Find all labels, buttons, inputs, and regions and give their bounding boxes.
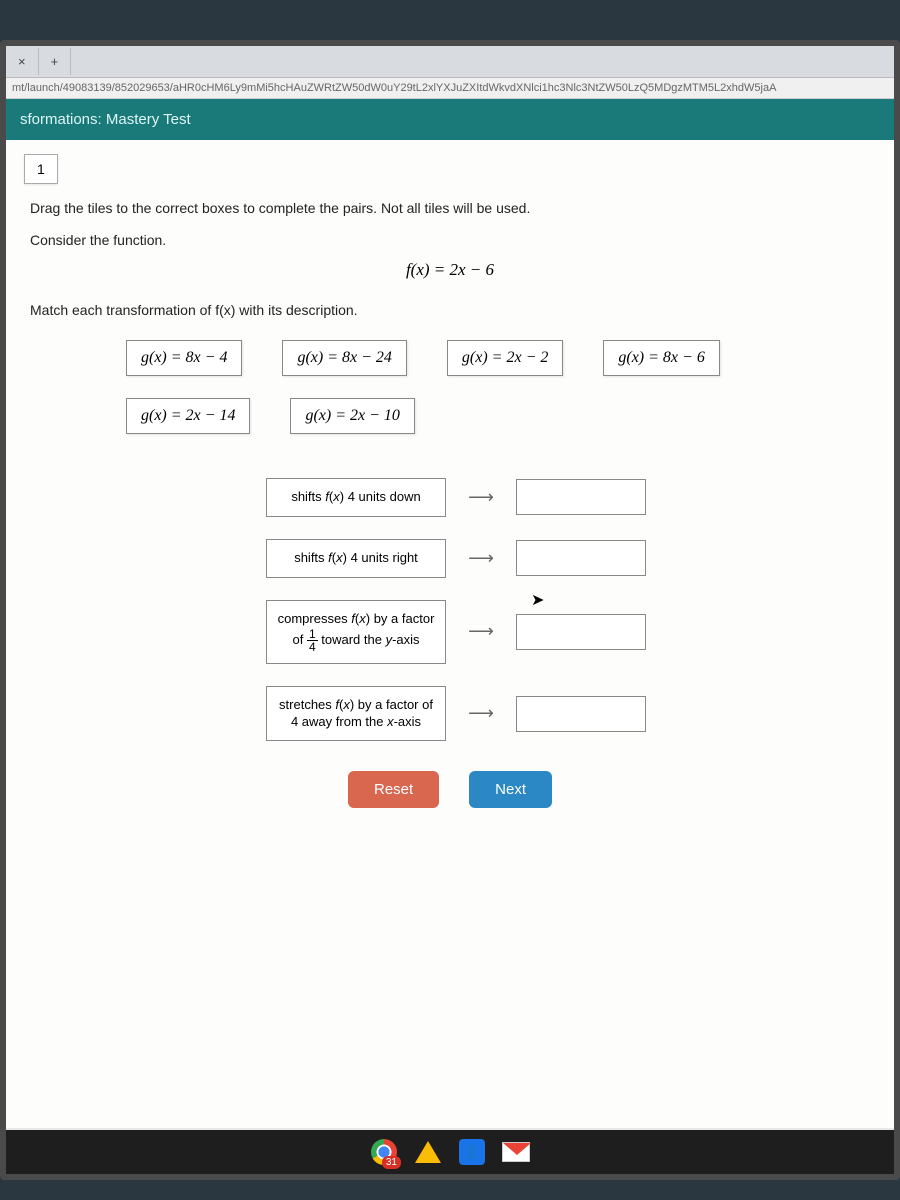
tiles-row-2: g(x) = 2x − 14 g(x) = 2x − 10 <box>6 394 894 438</box>
match-instruction: Match each transformation of f(x) with i… <box>6 288 894 336</box>
question-number: 1 <box>24 154 58 184</box>
tile-3[interactable]: g(x) = 2x − 2 <box>447 340 563 376</box>
arrow-icon: ⟶ <box>446 621 516 642</box>
consider-text: Consider the function. <box>6 222 894 252</box>
function-equation: f(x) = 2x − 6 <box>6 252 894 288</box>
arrow-icon: ⟶ <box>446 487 516 508</box>
drop-zone-4[interactable] <box>516 696 646 732</box>
drop-zone-1[interactable] <box>516 479 646 515</box>
description-3: compresses f(x) by a factor of 14 toward… <box>266 600 446 664</box>
match-row-1: shifts f(x) 4 units down ⟶ <box>266 478 894 517</box>
url-bar[interactable]: mt/launch/49083139/852029653/aHR0cHM6Ly9… <box>6 78 894 99</box>
browser-tabs: × + <box>6 46 894 78</box>
description-2: shifts f(x) 4 units right <box>266 539 446 578</box>
tile-5[interactable]: g(x) = 2x − 14 <box>126 398 250 434</box>
drop-zone-3[interactable] <box>516 614 646 650</box>
match-row-3: compresses f(x) by a factor of 14 toward… <box>266 600 894 664</box>
tile-2[interactable]: g(x) = 8x − 24 <box>282 340 406 376</box>
match-row-4: stretches f(x) by a factor of 4 away fro… <box>266 686 894 742</box>
drive-icon[interactable] <box>413 1137 443 1167</box>
tile-6[interactable]: g(x) = 2x − 10 <box>290 398 414 434</box>
content-area: 1 Drag the tiles to the correct boxes to… <box>6 140 894 1128</box>
tab-new[interactable]: + <box>39 48 72 75</box>
reset-button[interactable]: Reset <box>348 771 439 808</box>
match-area: shifts f(x) 4 units down ⟶ shifts f(x) 4… <box>6 478 894 741</box>
description-1: shifts f(x) 4 units down <box>266 478 446 517</box>
chrome-badge: 31 <box>382 1156 401 1169</box>
gmail-icon[interactable] <box>501 1137 531 1167</box>
tab-close[interactable]: × <box>6 48 39 75</box>
drop-zone-2[interactable] <box>516 540 646 576</box>
button-row: Reset Next <box>6 771 894 808</box>
tile-1[interactable]: g(x) = 8x − 4 <box>126 340 242 376</box>
description-4: stretches f(x) by a factor of 4 away fro… <box>266 686 446 742</box>
tile-4[interactable]: g(x) = 8x − 6 <box>603 340 719 376</box>
chrome-icon[interactable]: 31 <box>369 1137 399 1167</box>
arrow-icon: ⟶ <box>446 548 516 569</box>
arrow-icon: ⟶ <box>446 703 516 724</box>
match-row-2: shifts f(x) 4 units right ⟶ <box>266 539 894 578</box>
next-button[interactable]: Next <box>469 771 552 808</box>
tiles-row-1: g(x) = 8x − 4 g(x) = 8x − 24 g(x) = 2x −… <box>6 336 894 380</box>
instruction-text: Drag the tiles to the correct boxes to c… <box>6 192 894 222</box>
taskbar: 31 👤 <box>6 1130 894 1174</box>
contacts-icon[interactable]: 👤 <box>457 1137 487 1167</box>
page-title: sformations: Mastery Test <box>6 99 894 140</box>
